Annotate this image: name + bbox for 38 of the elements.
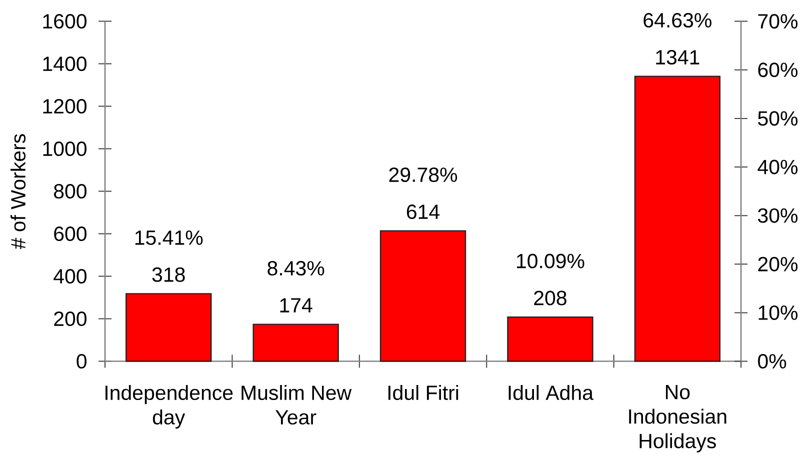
data-label: 174 <box>280 298 312 312</box>
y-tick-label: 1400 <box>43 56 86 72</box>
annotation: 10.09% <box>517 254 584 268</box>
annotation: 15.41% <box>135 230 203 245</box>
y2-tick-label: 50% <box>758 111 798 126</box>
x-tick-label: Idul Adha <box>508 384 594 400</box>
y2-tick-label: 10% <box>758 305 798 320</box>
x-tick-label: No Indonesian Holidays <box>629 384 726 452</box>
annotation: 8.43% <box>268 260 324 276</box>
data-label: 614 <box>406 204 440 220</box>
bar <box>380 230 466 362</box>
y-axis-title: # of Workers <box>10 134 26 250</box>
annotation: 29.78% <box>389 167 458 182</box>
x-tick-label: Independence day <box>106 384 233 429</box>
y2-tick-label: 60% <box>758 62 798 78</box>
y2-tick-label: 30% <box>758 208 798 223</box>
bar <box>252 324 339 362</box>
data-label: 318 <box>152 267 185 282</box>
y-tick-label: 600 <box>54 226 87 242</box>
data-label: 208 <box>534 290 566 306</box>
y2-tick-label: 20% <box>758 256 798 272</box>
y-tick-label: 400 <box>54 269 87 284</box>
bar <box>126 293 212 362</box>
bar <box>507 316 594 362</box>
x-tick-label: Muslim New Year <box>242 384 352 425</box>
y2-tick-label: 70% <box>758 14 798 29</box>
y-tick-label: 0 <box>76 354 87 369</box>
y2-tick-label: 40% <box>758 160 798 174</box>
annotation: 64.63% <box>644 13 712 28</box>
bar <box>634 76 720 362</box>
y-tick-label: 200 <box>54 312 87 326</box>
y2-tick-label: 0% <box>758 354 786 369</box>
y-tick-label: 1000 <box>43 142 86 156</box>
y-tick-label: 800 <box>54 184 87 199</box>
x-tick-label: Idul Fitri <box>388 384 458 400</box>
data-label: 1341 <box>656 50 700 65</box>
y-tick-label: 1200 <box>43 99 86 114</box>
y-tick-label: 1600 <box>43 14 86 29</box>
